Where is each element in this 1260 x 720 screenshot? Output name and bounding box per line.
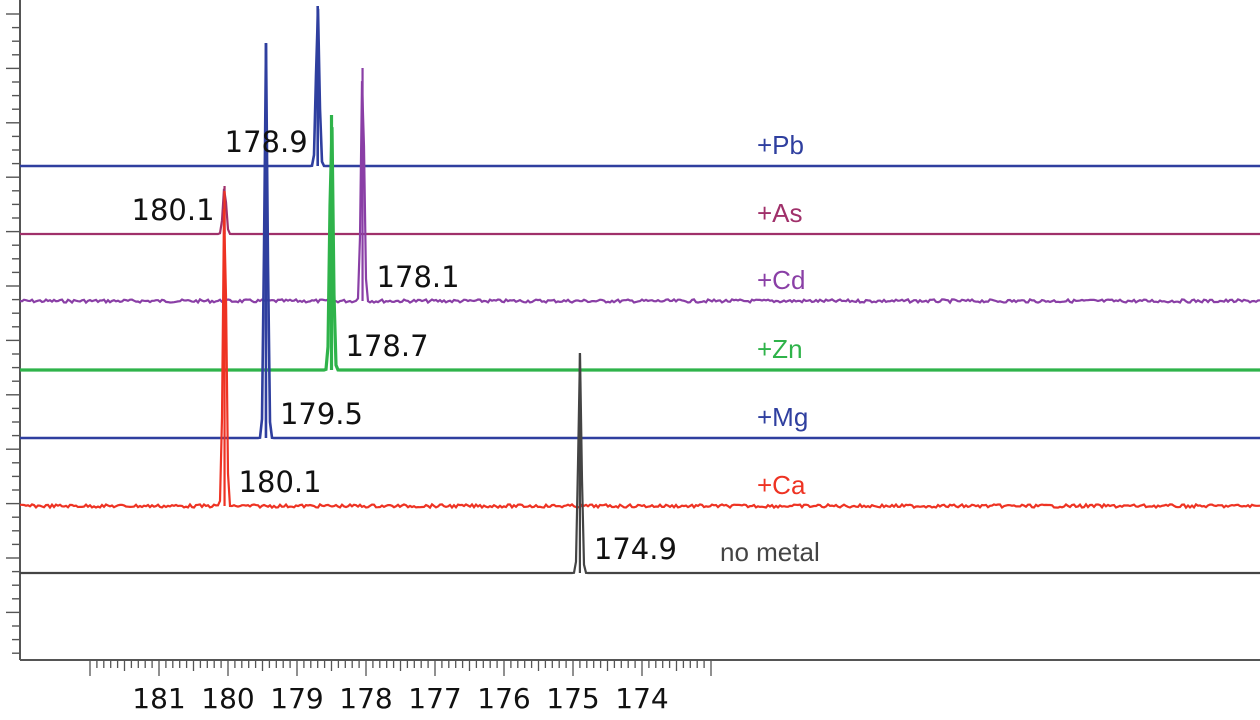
series-name-label: +Mg: [757, 402, 808, 432]
series-name-label: no metal: [720, 537, 820, 567]
spectrum-series-line: [20, 43, 1260, 440]
spectrum-series-line: [20, 353, 1260, 575]
spectrum-series-line: [20, 127, 1260, 372]
x-tick-label: 176: [477, 682, 530, 715]
x-tick-label: 175: [546, 682, 599, 715]
x-tick-label: 179: [270, 682, 323, 715]
spectrum-series-line: [20, 8, 1260, 168]
x-tick-label: 180: [201, 682, 254, 715]
spectrum-series-line: [19, 81, 1260, 305]
x-tick-label: 174: [615, 682, 668, 715]
x-tick-label: 181: [132, 682, 185, 715]
peak-value-label: 180.1: [132, 193, 215, 227]
x-tick-label: 177: [408, 682, 461, 715]
series-name-label: +Zn: [757, 334, 803, 364]
peak-value-label: 180.1: [239, 465, 322, 499]
peak-value-label: 178.7: [346, 329, 429, 363]
peak-value-label: 174.9: [594, 532, 677, 566]
series-name-label: +Pb: [757, 130, 804, 160]
peak-value-label: 178.1: [377, 260, 460, 294]
series-name-label: +As: [757, 198, 803, 228]
x-tick-label: 178: [339, 682, 392, 715]
series-name-label: +Ca: [757, 470, 806, 500]
plot-axes: 181 180 179 178 177 176 175 174: [6, 0, 1260, 715]
peak-value-label: 178.9: [225, 125, 308, 159]
annotations: +Pb 178.9 +As 180.1 +Cd 178.1 +Zn 178.7 +Mg 179.5…: [132, 125, 820, 567]
spectrum-series-line: [20, 208, 1260, 510]
spectrum-traces: [19, 6, 1260, 575]
series-name-label: +Cd: [757, 265, 805, 295]
spectrum-series-line: [20, 188, 1260, 236]
peak-value-label: 179.5: [280, 397, 363, 431]
